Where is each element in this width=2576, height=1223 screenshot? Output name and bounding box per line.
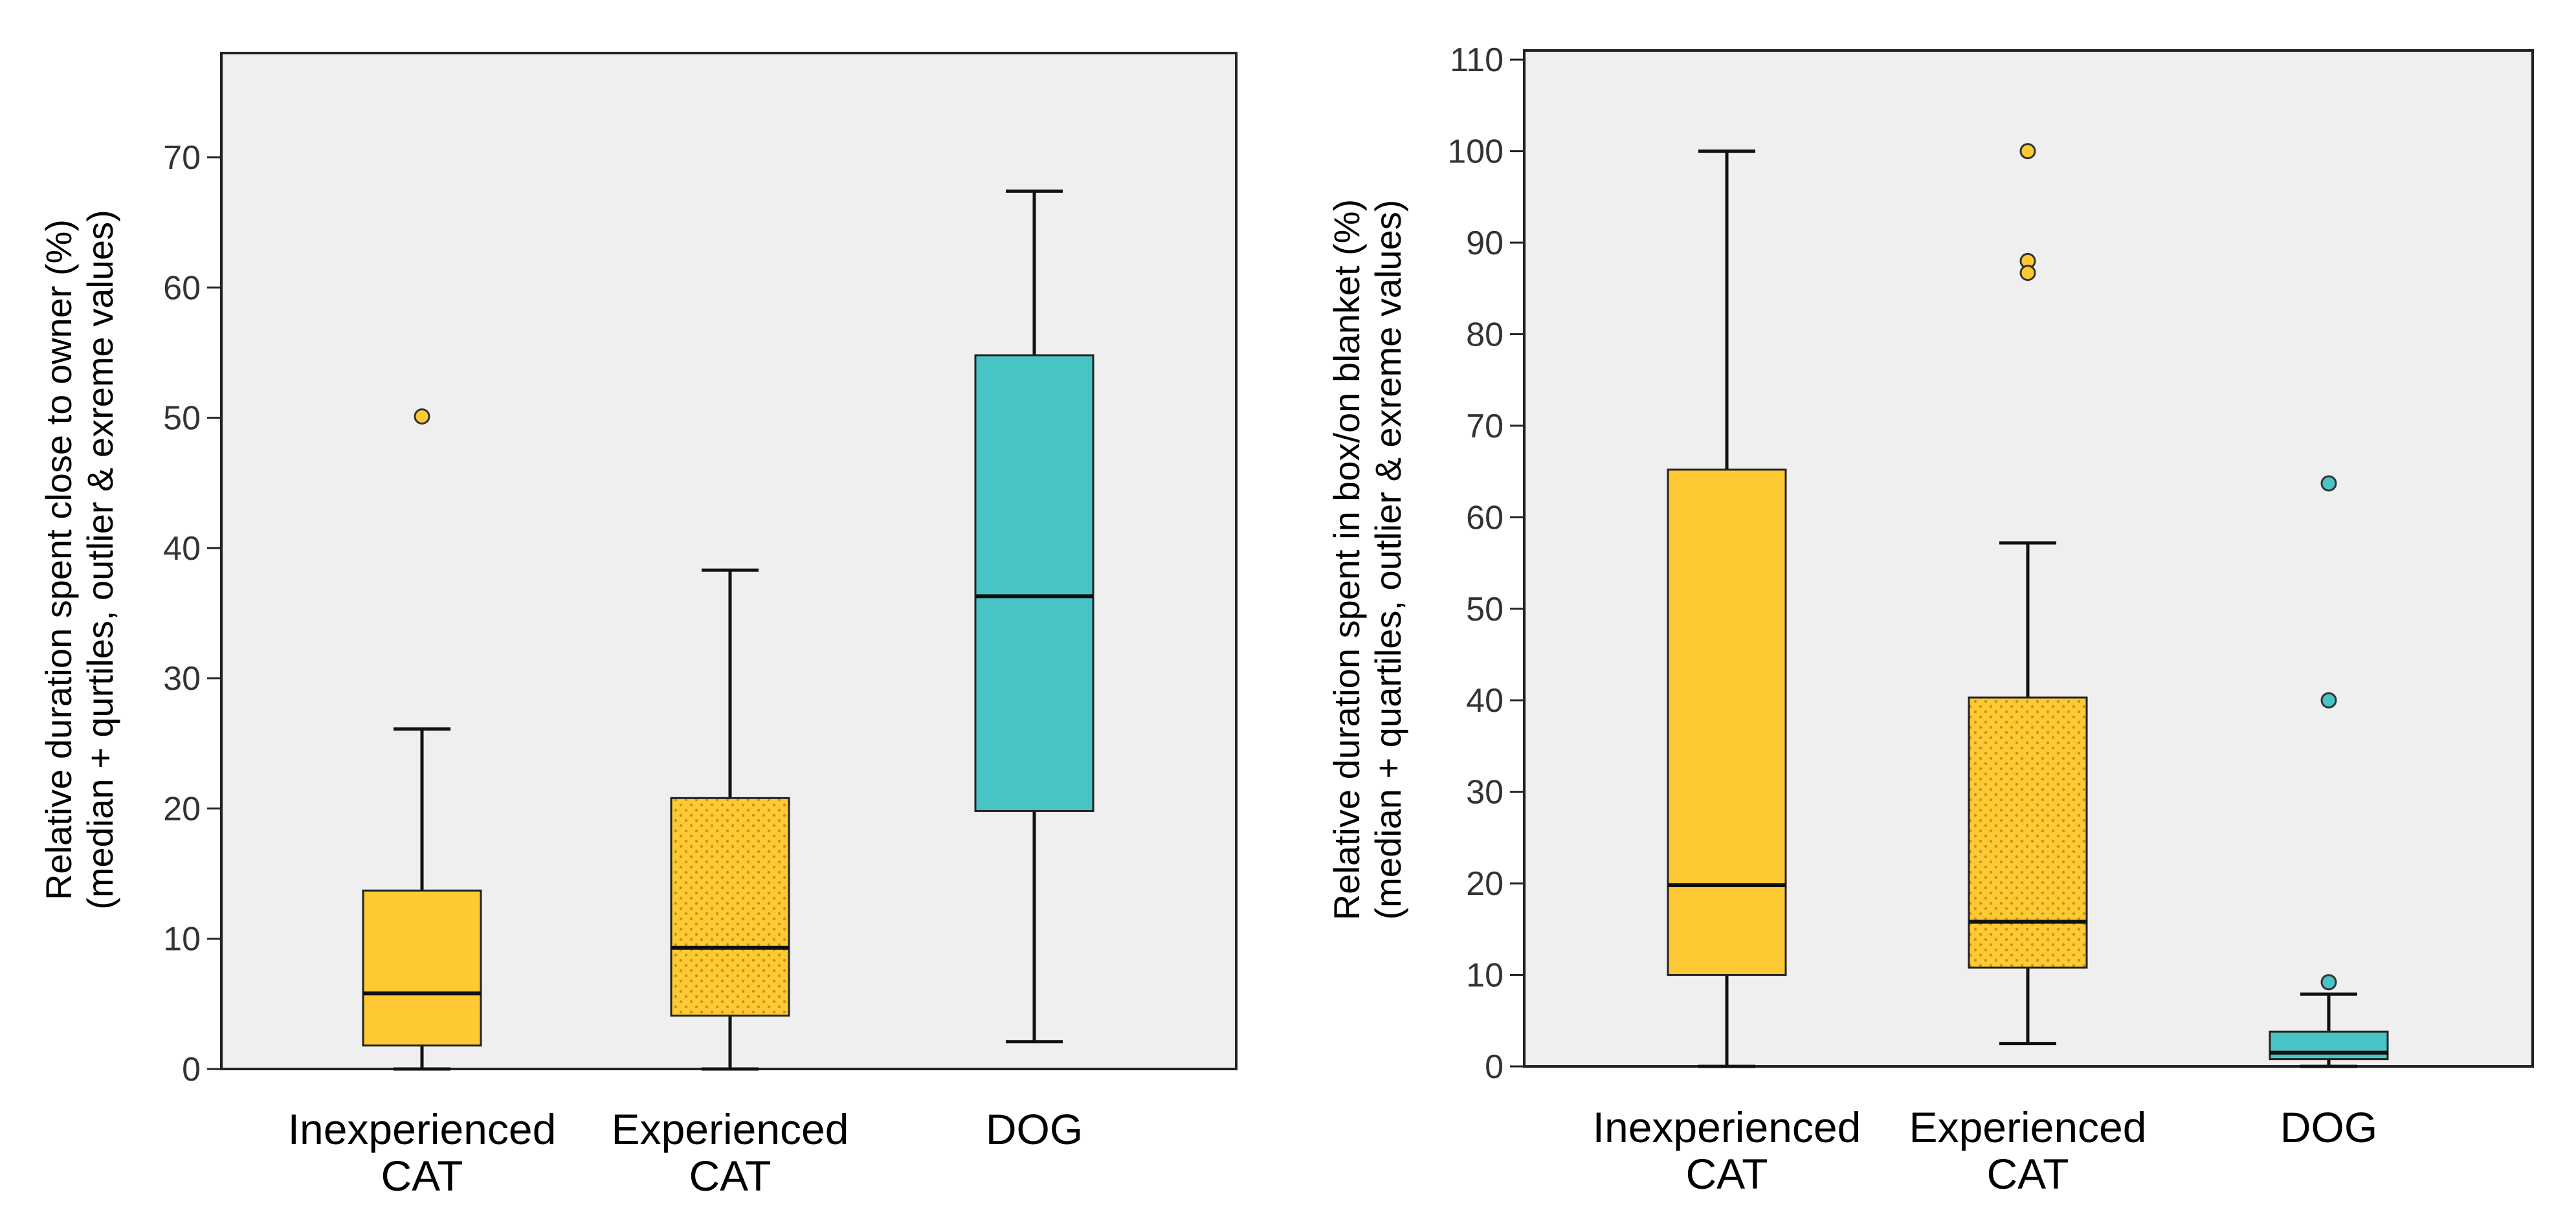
outlier-point bbox=[2019, 265, 2036, 281]
category-label-1-line2: CAT bbox=[381, 1152, 463, 1200]
outlier-point bbox=[2320, 475, 2337, 492]
category-label-2-line2: CAT bbox=[689, 1152, 771, 1200]
y-axis-1: 0 10 20 30 40 50 60 70 bbox=[163, 139, 221, 1088]
box-group-1 bbox=[1667, 149, 1787, 1068]
y-axis-2: 0 10 20 30 40 50 60 70 80 90 100 110 bbox=[1447, 41, 1524, 1086]
x-axis-2: Inexperienced CAT Experienced CAT DOG bbox=[1593, 1103, 2377, 1198]
box-iqr bbox=[974, 354, 1094, 812]
y-axis-title-2-line2: (median + quartiles, outlier & exreme va… bbox=[1368, 200, 1408, 920]
y-axis-label-1: Relative duration spent close to owner (… bbox=[38, 210, 120, 910]
y-tick-label: 40 bbox=[163, 530, 201, 567]
y-tick-label: 50 bbox=[163, 400, 201, 437]
box-iqr bbox=[1968, 696, 2088, 969]
y-tick-label: 50 bbox=[1466, 591, 1504, 628]
box-iqr bbox=[670, 797, 790, 1017]
category-label-2-line2: CAT bbox=[1986, 1150, 2069, 1198]
category-label-2: Experienced bbox=[612, 1105, 849, 1153]
boxes-1 bbox=[362, 189, 1094, 1071]
y-axis-title-2-line1: Relative duration spent in box/on blanke… bbox=[1326, 199, 1367, 920]
y-tick-label: 20 bbox=[163, 790, 201, 828]
outlier-point bbox=[414, 408, 430, 425]
box-group-1 bbox=[362, 408, 482, 1071]
y-axis-title-1-line2: (median + qurtiles, outlier & exreme val… bbox=[80, 210, 120, 910]
y-tick-label: 10 bbox=[163, 921, 201, 958]
category-label-1: Inexperienced bbox=[288, 1105, 557, 1153]
category-label-3: DOG bbox=[986, 1105, 1083, 1153]
y-tick-label: 30 bbox=[1466, 774, 1504, 811]
y-tick-label: 30 bbox=[163, 660, 201, 698]
y-tick-label: 60 bbox=[163, 269, 201, 307]
box-group-2 bbox=[670, 568, 790, 1071]
outlier-point bbox=[2019, 143, 2036, 160]
box-group-3 bbox=[2269, 475, 2389, 1068]
y-tick-label: 110 bbox=[1450, 41, 1504, 79]
y-tick-label: 100 bbox=[1447, 133, 1504, 171]
x-axis-1: Inexperienced CAT Experienced CAT DOG bbox=[288, 1105, 1083, 1200]
box-iqr bbox=[2269, 1030, 2389, 1061]
y-tick-label: 60 bbox=[1466, 499, 1504, 536]
chart-panel-1: 0 10 20 30 40 50 60 70 Inexperienced CAT Experi… bbox=[38, 52, 1238, 1200]
y-tick-label: 40 bbox=[1466, 682, 1504, 720]
y-tick-label: 20 bbox=[1466, 865, 1504, 903]
boxes-2 bbox=[1667, 143, 2389, 1068]
category-label-3: DOG bbox=[2280, 1103, 2377, 1151]
y-tick-label: 90 bbox=[1466, 225, 1504, 262]
box-group-3 bbox=[974, 189, 1094, 1044]
outlier-point bbox=[2320, 974, 2337, 991]
y-tick-label: 70 bbox=[163, 139, 201, 177]
category-label-1: Inexperienced bbox=[1593, 1103, 1861, 1151]
chart-panel-2: 0 10 20 30 40 50 60 70 80 90 100 110 Inexperienced … bbox=[1326, 41, 2534, 1198]
y-axis-label-2: Relative duration spent in box/on blanke… bbox=[1326, 199, 1408, 920]
box-group-2 bbox=[1968, 143, 2088, 1046]
box-iqr bbox=[362, 889, 482, 1047]
y-tick-label: 0 bbox=[1485, 1048, 1504, 1086]
outlier-point bbox=[2320, 692, 2337, 709]
y-tick-label: 80 bbox=[1466, 316, 1504, 353]
category-label-1-line2: CAT bbox=[1685, 1150, 1768, 1198]
y-tick-label: 70 bbox=[1466, 408, 1504, 445]
y-tick-label: 10 bbox=[1466, 957, 1504, 995]
category-label-2: Experienced bbox=[1909, 1103, 2147, 1151]
y-tick-label: 0 bbox=[182, 1051, 201, 1088]
box-iqr bbox=[1667, 468, 1787, 976]
y-axis-title-1-line1: Relative duration spent close to owner (… bbox=[38, 219, 79, 900]
